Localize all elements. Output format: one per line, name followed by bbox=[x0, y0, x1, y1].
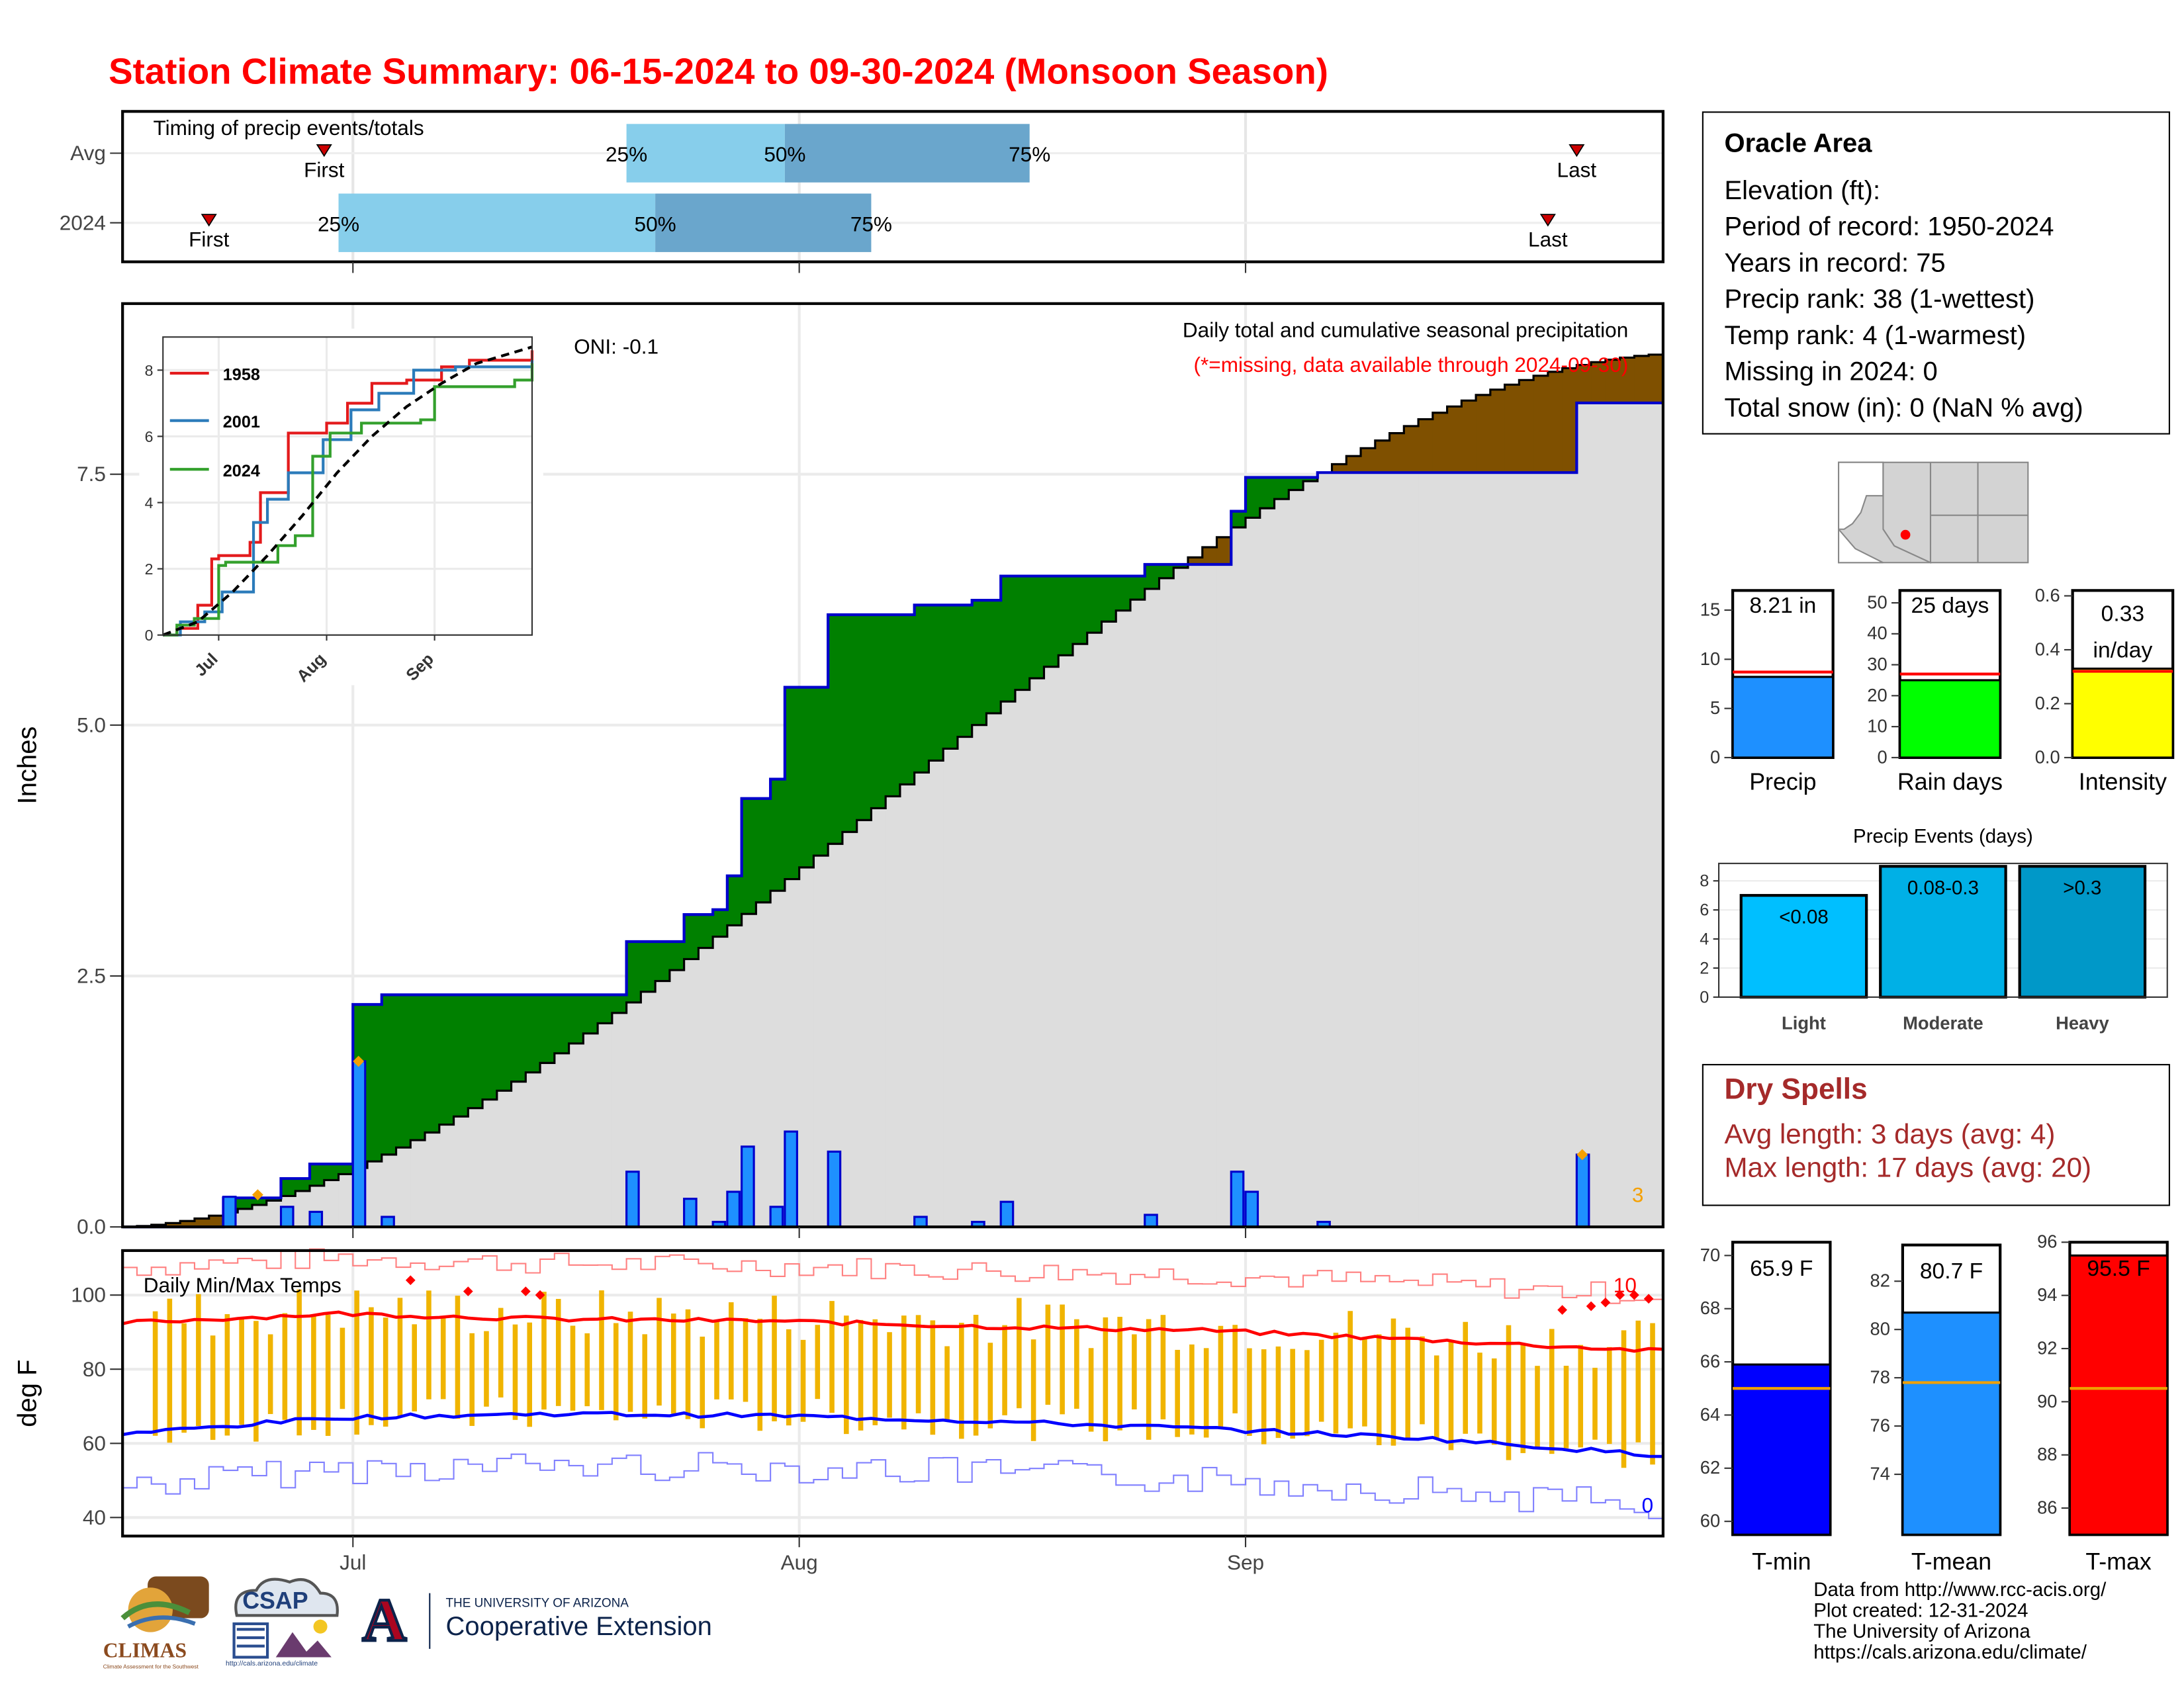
summary-bar-y-tick-label: 0.4 bbox=[2035, 639, 2060, 659]
temp-bar-y-tick-label: 96 bbox=[2037, 1231, 2057, 1252]
summary-bar-y-tick-label: 15 bbox=[1700, 599, 1720, 619]
summary-bar-y-tick-label: 0.6 bbox=[2035, 585, 2060, 605]
temp-bar-y-tick-label: 88 bbox=[2037, 1444, 2057, 1464]
dry-spells-avg: Avg length: 3 days (avg: 4) bbox=[1724, 1118, 2168, 1152]
precip-event-category-label: Light bbox=[1782, 1012, 1826, 1033]
temp-bar-y-tick-label: 60 bbox=[1700, 1511, 1720, 1531]
summary-bar-y-tick-label: 0 bbox=[1710, 746, 1720, 767]
climas-logo-text: CLIMAS bbox=[103, 1640, 187, 1664]
temp-bar-y-tick-label: 78 bbox=[1870, 1367, 1890, 1388]
temp-bar-1 bbox=[1903, 1313, 2000, 1535]
precip-events-y-tick-label: 6 bbox=[1700, 901, 1709, 920]
summary-bar-y-tick-label: 30 bbox=[1867, 654, 1887, 674]
footer-credits: Data from http://www.rcc-acis.org/ Plot … bbox=[1813, 1579, 2106, 1663]
ua-logo-small-text: THE UNIVERSITY OF ARIZONA bbox=[445, 1596, 628, 1610]
temp-bar-y-tick-label: 64 bbox=[1700, 1404, 1720, 1425]
ua-logo-big-text: Cooperative Extension bbox=[445, 1613, 711, 1643]
precip-event-range-label: <0.08 bbox=[1779, 906, 1829, 928]
summary-bar-value: 8.21 in bbox=[1749, 594, 1816, 618]
credit-plot-created: Plot created: 12-31-2024 bbox=[1813, 1600, 2106, 1621]
summary-bar-label: Rain days bbox=[1897, 768, 2003, 795]
climas-logo-sub: Climate Assessment for the Southwest bbox=[103, 1663, 199, 1670]
credit-url: https://cals.arizona.edu/climate/ bbox=[1813, 1642, 2106, 1663]
csap-logo: CSAP http://cals.arizona.edu/climate bbox=[223, 1574, 348, 1674]
temp-bar-y-tick-label: 80 bbox=[1870, 1319, 1890, 1339]
temp-bar-label: T-min bbox=[1752, 1548, 1811, 1575]
temp-bar-y-tick-label: 68 bbox=[1700, 1298, 1720, 1318]
precip-events-y-tick-label: 8 bbox=[1700, 872, 1709, 891]
dry-spells-panel: Dry Spells Avg length: 3 days (avg: 4) M… bbox=[1702, 1064, 2170, 1206]
temp-bar-2 bbox=[2070, 1255, 2167, 1534]
precip-event-range-label: 0.08-0.3 bbox=[1907, 877, 1979, 899]
temp-bar-y-tick-label: 62 bbox=[1700, 1457, 1720, 1478]
summary-bar-y-tick-label: 0 bbox=[1878, 746, 1888, 767]
credit-data-source: Data from http://www.rcc-acis.org/ bbox=[1813, 1579, 2106, 1601]
temp-bar-y-tick-label: 90 bbox=[2037, 1391, 2057, 1411]
summary-bar-y-tick-label: 0.0 bbox=[2035, 746, 2060, 767]
dry-spells-title: Dry Spells bbox=[1724, 1074, 2168, 1108]
climas-logo: CLIMAS Climate Assessment for the Southw… bbox=[103, 1571, 214, 1674]
temp-bar-y-tick-label: 76 bbox=[1870, 1415, 1890, 1436]
summary-bar-0 bbox=[1733, 677, 1833, 758]
precip-event-range-label: >0.3 bbox=[2063, 877, 2101, 899]
ua-extension-logo: A THE UNIVERSITY OF ARIZONA Cooperative … bbox=[354, 1587, 744, 1657]
temp-bar-y-tick-label: 70 bbox=[1700, 1245, 1720, 1265]
temp-bar-label: T-max bbox=[2085, 1548, 2151, 1575]
summary-bar-y-tick-label: 10 bbox=[1867, 716, 1887, 736]
summary-bar-value: 0.33 bbox=[2101, 602, 2145, 627]
summary-bar-y-tick-label: 50 bbox=[1867, 592, 1887, 612]
precip-events-y-tick-label: 0 bbox=[1700, 988, 1709, 1006]
temp-bar-value: 95.5 F bbox=[2087, 1257, 2150, 1281]
temp-bar-y-tick-label: 74 bbox=[1870, 1463, 1890, 1484]
precip-events-y-tick-label: 2 bbox=[1700, 959, 1709, 977]
credit-university: The University of Arizona bbox=[1813, 1621, 2106, 1642]
temp-bar-value: 65.9 F bbox=[1750, 1257, 1813, 1281]
precip-event-category-label: Heavy bbox=[2056, 1012, 2109, 1033]
temp-bar-label: T-mean bbox=[1911, 1548, 1991, 1575]
summary-bar-1 bbox=[1900, 680, 2001, 758]
summary-bar-2 bbox=[2073, 668, 2173, 757]
temp-bar-y-tick-label: 94 bbox=[2037, 1284, 2057, 1305]
temp-bar-y-tick-label: 82 bbox=[1870, 1270, 1890, 1291]
temp-bar-y-tick-label: 92 bbox=[2037, 1337, 2057, 1358]
dry-spells-max: Max length: 17 days (avg: 20) bbox=[1724, 1152, 2168, 1186]
ua-logo-divider bbox=[429, 1593, 430, 1649]
summary-bar-value-unit: in/day bbox=[2093, 638, 2153, 662]
summary-bar-y-tick-label: 10 bbox=[1700, 648, 1720, 669]
precip-events-y-tick-label: 4 bbox=[1700, 930, 1709, 948]
summary-bar-y-tick-label: 40 bbox=[1867, 623, 1887, 643]
csap-logo-url: http://cals.arizona.edu/climate bbox=[226, 1660, 318, 1669]
temp-bar-value: 80.7 F bbox=[1920, 1259, 1983, 1284]
summary-bar-y-tick-label: 0.2 bbox=[2035, 693, 2060, 713]
summary-bar-y-tick-label: 20 bbox=[1867, 685, 1887, 705]
ua-logo-letter: A bbox=[354, 1587, 416, 1654]
temp-bar-y-tick-label: 66 bbox=[1700, 1351, 1720, 1372]
precip-events-title: Precip Events (days) bbox=[1853, 825, 2033, 847]
summary-bar-value: 25 days bbox=[1911, 594, 1989, 618]
temp-bar-y-tick-label: 86 bbox=[2037, 1497, 2057, 1518]
precip-event-category-label: Moderate bbox=[1903, 1012, 1983, 1033]
summary-bar-label: Precip bbox=[1749, 768, 1816, 795]
temp-bar-0 bbox=[1733, 1364, 1830, 1534]
summary-bar-label: Intensity bbox=[2079, 768, 2167, 795]
summary-bar-y-tick-label: 5 bbox=[1710, 697, 1720, 718]
csap-logo-text: CSAP bbox=[242, 1587, 308, 1615]
